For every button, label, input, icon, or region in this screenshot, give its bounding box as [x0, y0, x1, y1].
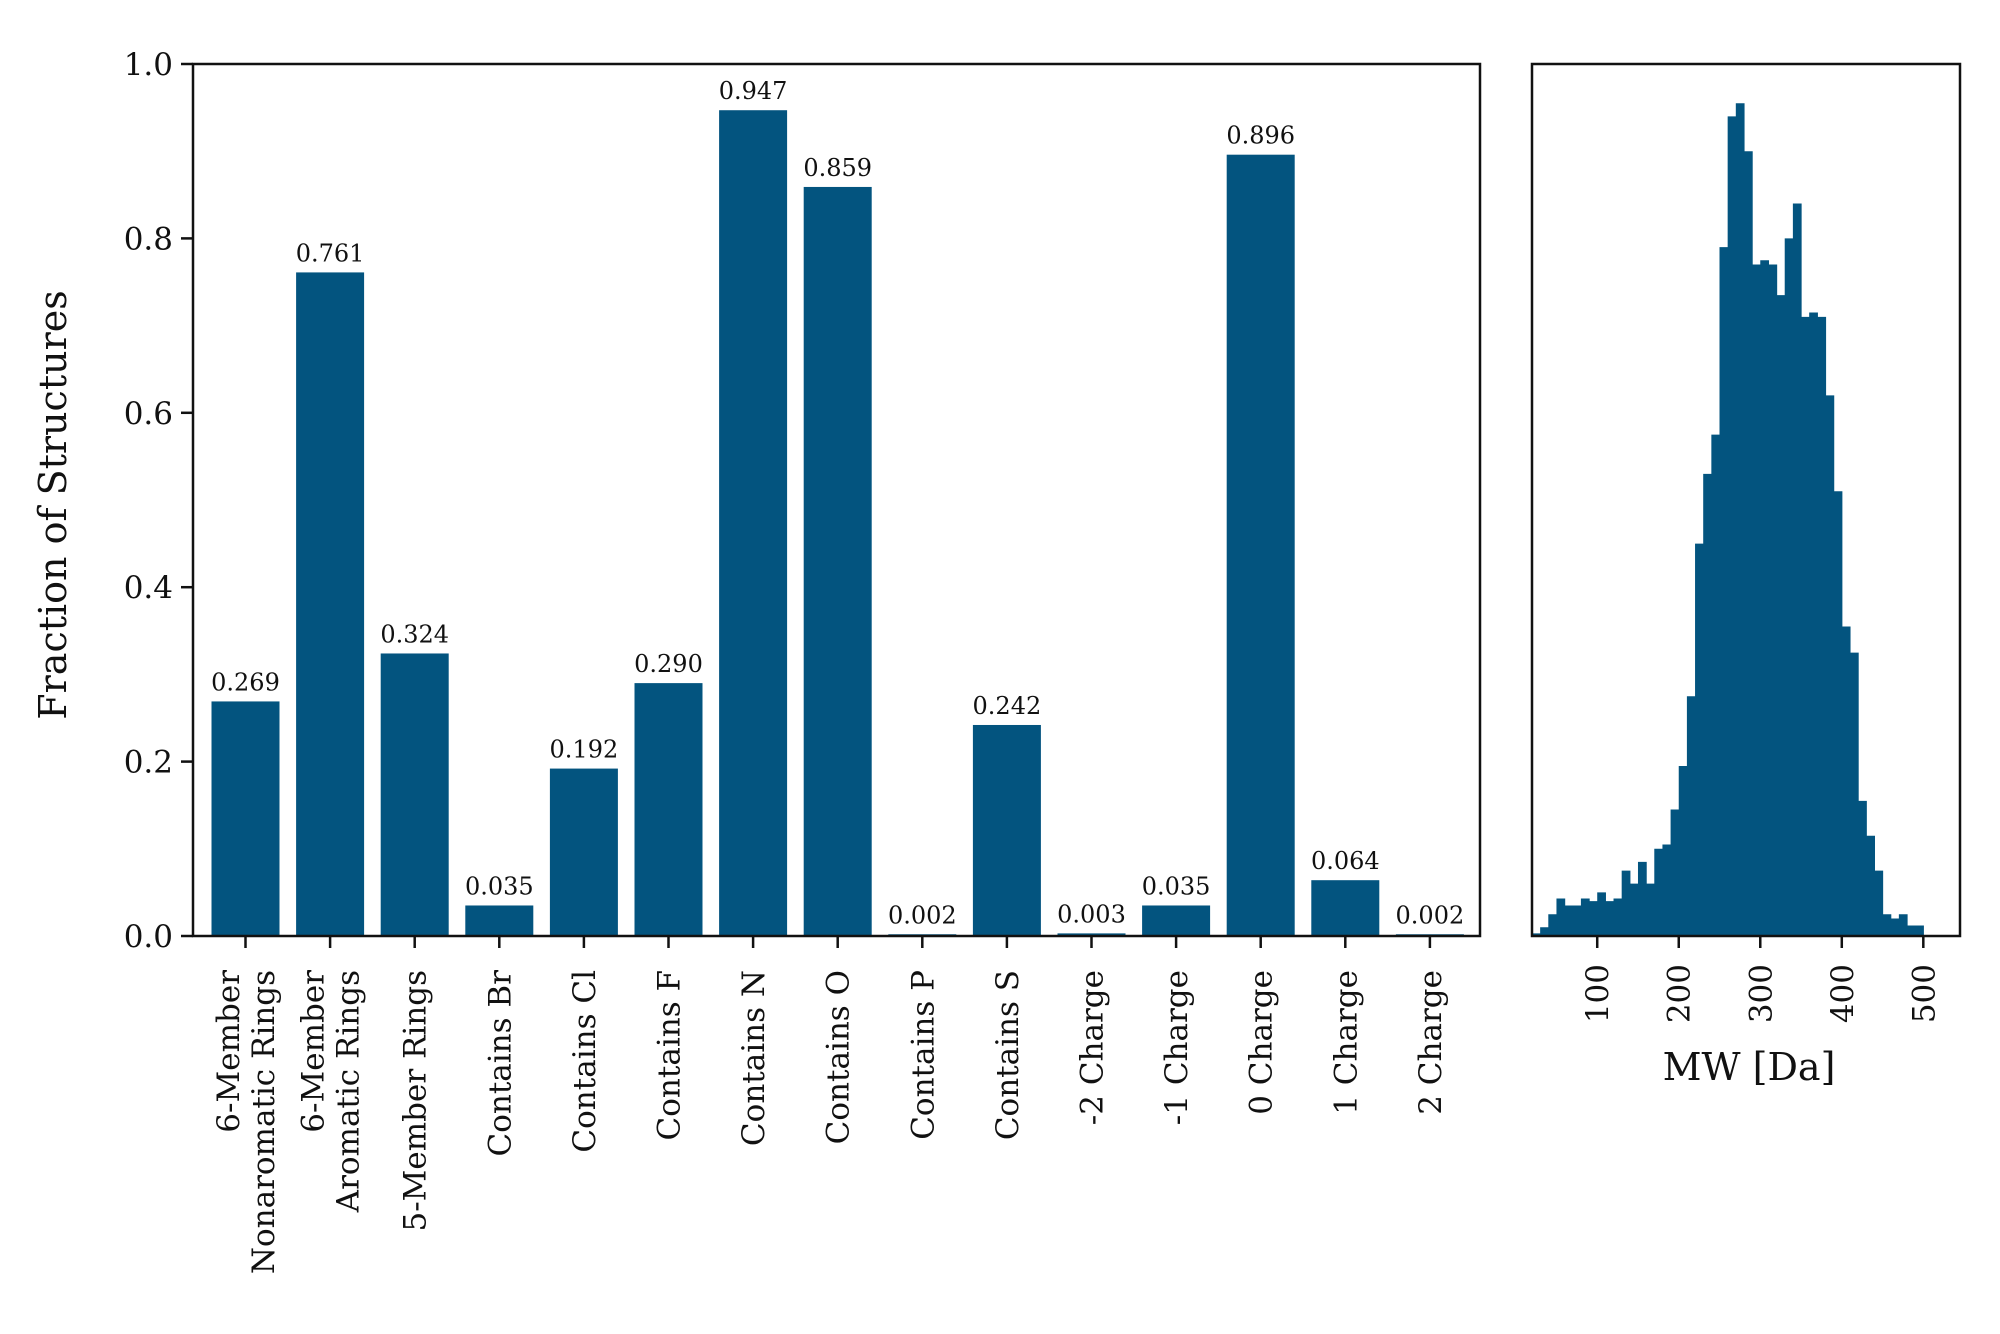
bar-contains-n: [719, 110, 788, 936]
x-category-label: 6-MemberNonaromatic Rings: [211, 970, 282, 1274]
x-category-label: Contains O: [821, 970, 857, 1144]
x-category-label: Contains S: [990, 970, 1026, 1140]
bar-value-label: 0.002: [1396, 901, 1465, 929]
histogram-bars: [1532, 103, 1924, 937]
histogram-x-tick-label: 300: [1743, 964, 1779, 1023]
x-category-label: 1 Charge: [1328, 970, 1364, 1115]
bar-value-label: 0.035: [465, 872, 534, 900]
x-category-label: Contains Br: [482, 970, 518, 1157]
bar-5-member-rings: [380, 653, 449, 936]
histogram-x-tick-label: 100: [1580, 964, 1616, 1023]
histogram-x-tick-label: 500: [1906, 964, 1942, 1023]
y-tick-label: 0.4: [124, 570, 173, 606]
histogram-x-tick-label: 200: [1662, 964, 1698, 1023]
bar-chart-panel: 0.269 0.761 0.324 0.035 0.192 0.290 0.947 0.859…: [31, 47, 1482, 1274]
bar-value-label: 0.761: [296, 239, 365, 267]
bar-6-member-aromatic-rings: [296, 272, 365, 937]
x-axis-category-ticks: 6-MemberNonaromatic Rings 6-MemberAromati…: [211, 936, 1449, 1274]
bar-value-label: 0.859: [803, 154, 872, 182]
y-tick-label: 0.6: [124, 396, 173, 432]
bar-value-label: 0.035: [1142, 872, 1211, 900]
histogram-x-axis-title: MW [Da]: [1663, 1045, 1836, 1089]
bar-value-label: 0.290: [634, 650, 703, 678]
y-tick-label: 0.8: [124, 221, 173, 257]
bar-contains-f: [634, 683, 703, 936]
bar-value-label: 0.064: [1311, 847, 1380, 875]
bar-contains-s: [972, 724, 1041, 936]
bar-contains-o: [803, 186, 872, 936]
histogram-panel: 100 200 300 400 500 MW [Da]: [1530, 62, 1962, 1089]
bar-value-label: 0.947: [719, 77, 788, 105]
bar-value-label: 0.896: [1226, 122, 1295, 150]
x-category-label: -2 Charge: [1075, 970, 1111, 1125]
x-category-label: Contains F: [652, 970, 688, 1140]
bar-1-charge: [1142, 905, 1211, 936]
bar-value-label: 0.269: [211, 668, 280, 696]
bar-value-label: 0.002: [888, 901, 957, 929]
y-tick-label: 1.0: [124, 47, 173, 83]
x-category-label: Contains P: [905, 970, 941, 1140]
bar-contains-cl: [549, 768, 618, 936]
histogram-x-axis-ticks: 100 200 300 400 500: [1580, 936, 1942, 1023]
x-category-label: 6-MemberAromatic Rings: [296, 970, 367, 1213]
bar-series: [211, 110, 1464, 937]
bar-1-charge: [1311, 880, 1380, 936]
x-category-label: 2 Charge: [1413, 970, 1449, 1115]
x-category-label: 0 Charge: [1244, 970, 1280, 1115]
x-category-label: Contains N: [736, 970, 772, 1146]
y-tick-label: 0.0: [124, 919, 173, 955]
y-axis-title: Fraction of Structures: [31, 290, 75, 719]
y-axis-ticks: 0.0 0.2 0.4 0.6 0.8 1.0: [124, 47, 193, 955]
bar-6-member-nonaromatic-rings: [211, 701, 280, 936]
y-tick-label: 0.2: [124, 745, 173, 781]
bar-0-charge: [1226, 154, 1295, 937]
bar-plot-frame: [191, 62, 1482, 938]
bar-value-labels: 0.269 0.761 0.324 0.035 0.192 0.290 0.947 0.859…: [211, 77, 1464, 929]
histogram-x-tick-label: 400: [1825, 964, 1861, 1023]
bar-value-label: 0.324: [380, 620, 449, 648]
bar-value-label: 0.003: [1057, 900, 1126, 928]
bar-2-charge: [1057, 933, 1126, 936]
x-category-label: Contains Cl: [567, 970, 603, 1153]
bar-value-label: 0.242: [973, 692, 1042, 720]
histogram-plot-frame: [1530, 62, 1962, 938]
bar-value-label: 0.192: [550, 736, 619, 764]
bar-contains-br: [465, 905, 534, 936]
x-category-label: 5-Member Rings: [398, 970, 434, 1232]
x-category-label: -1 Charge: [1159, 970, 1195, 1125]
